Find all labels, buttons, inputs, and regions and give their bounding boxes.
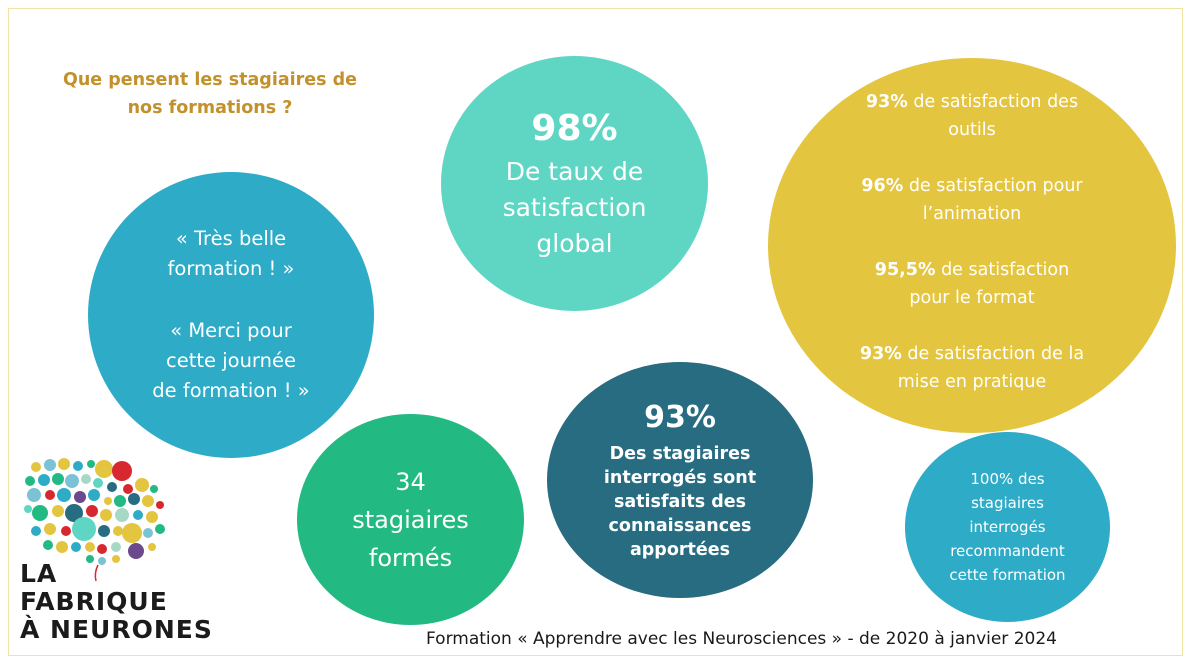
logo-line-1: LA [20,559,58,588]
detail-value: 96% [861,175,904,196]
quotes-bubble: « Très belle formation ! » « Merci pour … [88,172,374,458]
quote-2-line-1: « Merci pour [170,319,292,342]
global-satisfaction-line-1: De taux de [505,156,644,186]
detail-item-tools: 93% de satisfaction des outils [866,88,1078,144]
recommend-line-2: stagiaires [971,494,1044,512]
trainees-count-bubble: 34 stagiaires formés [297,414,524,625]
detail-text-2: l’animation [922,203,1022,224]
recommendation-bubble: 100% des stagiaires interrogés recommand… [905,432,1110,622]
recommend-line-1: 100% des [970,470,1045,488]
brain-dots-icon [24,458,165,582]
global-satisfaction-bubble: 98% De taux de satisfaction global [441,56,708,311]
logo-line-2: FABRIQUE [20,587,168,616]
brand-logo: LA FABRIQUE À NEURONES [20,560,213,644]
trainees-count: 34 [395,467,426,496]
recommend-line-4: recommandent [950,542,1065,560]
trainees-label-2: formés [368,543,453,572]
detail-text: de satisfaction [935,259,1070,280]
detail-text-2: pour le format [909,287,1035,308]
knowledge-line-1: Des stagiaires [609,444,751,464]
detail-item-practice: 93% de satisfaction de la mise en pratiq… [860,340,1084,396]
detail-text: de satisfaction de la [901,343,1085,364]
footer-caption: Formation « Apprendre avec les Neuroscie… [426,629,1057,649]
knowledge-line-2: interrogés sont [603,468,757,488]
detail-text: de satisfaction pour [903,175,1083,196]
page-title: Que pensent les stagiaires de nos format… [40,66,380,122]
knowledge-value: 93% [644,400,716,435]
knowledge-line-5: apportées [629,540,731,560]
title-line-2: nos formations ? [127,98,293,118]
detail-text-2: outils [948,119,996,140]
global-satisfaction-line-2: satisfaction [502,192,647,222]
detail-text: de satisfaction des [907,91,1079,112]
quote-1-line-2: formation ! » [167,257,295,280]
detail-text-2: mise en pratique [897,371,1047,392]
quote-2-line-3: de formation ! » [152,379,310,402]
knowledge-satisfaction-bubble: 93% Des stagiaires interrogés sont satis… [547,362,813,598]
slide-frame [8,8,1183,656]
quote-2-line-2: cette journée [166,349,296,372]
knowledge-line-4: connaissances [608,516,752,536]
recommend-line-5: cette formation [949,566,1066,584]
knowledge-line-3: satisfaits des [613,492,747,512]
detail-value: 95,5% [874,259,936,280]
title-line-1: Que pensent les stagiaires de [62,70,358,90]
global-satisfaction-value: 98% [531,107,618,149]
quote-1-line-1: « Très belle [175,227,287,250]
global-satisfaction-line-3: global [536,228,613,258]
trainees-label-1: stagiaires [352,505,469,534]
detail-satisfaction-bubble: 93% de satisfaction des outils 96% de sa… [768,58,1176,433]
logo-line-3: À NEURONES [20,615,213,644]
detail-item-format: 95,5% de satisfaction pour le format [875,256,1069,312]
detail-value: 93% [859,343,902,364]
detail-value: 93% [865,91,908,112]
recommend-line-3: interrogés [969,518,1046,536]
detail-item-animation: 96% de satisfaction pour l’animation [861,172,1082,228]
